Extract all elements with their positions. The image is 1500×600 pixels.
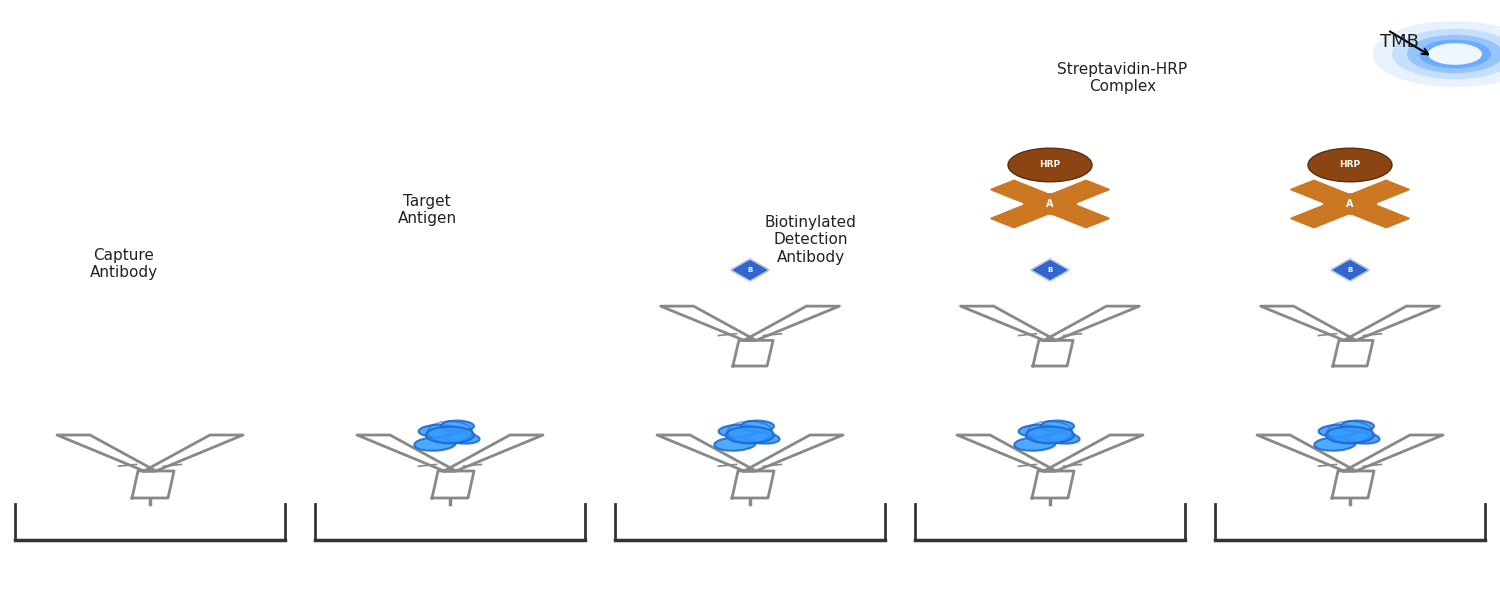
Polygon shape <box>1044 435 1143 471</box>
Circle shape <box>1023 193 1077 215</box>
Ellipse shape <box>718 425 758 437</box>
Polygon shape <box>1334 340 1372 366</box>
Circle shape <box>1323 193 1377 215</box>
Text: A: A <box>1347 199 1353 209</box>
Polygon shape <box>132 471 174 498</box>
Polygon shape <box>660 306 756 340</box>
Text: HRP: HRP <box>1040 160 1060 169</box>
Polygon shape <box>1338 199 1410 228</box>
Text: TMB: TMB <box>1380 33 1419 51</box>
Polygon shape <box>1038 180 1110 209</box>
Polygon shape <box>1030 259 1069 281</box>
Polygon shape <box>1034 340 1072 366</box>
Polygon shape <box>990 180 1062 209</box>
Polygon shape <box>1260 306 1356 340</box>
Polygon shape <box>1044 306 1140 340</box>
Ellipse shape <box>1044 433 1080 443</box>
Text: HRP: HRP <box>1340 160 1360 169</box>
Polygon shape <box>1038 199 1110 228</box>
Polygon shape <box>357 435 456 471</box>
Text: B: B <box>747 267 753 273</box>
Ellipse shape <box>414 437 456 451</box>
Polygon shape <box>444 435 543 471</box>
Ellipse shape <box>726 427 774 443</box>
Circle shape <box>1372 21 1500 87</box>
Circle shape <box>1407 35 1500 73</box>
Circle shape <box>1428 43 1482 65</box>
Ellipse shape <box>1014 437 1056 451</box>
Polygon shape <box>1338 180 1410 209</box>
Polygon shape <box>432 471 474 498</box>
Polygon shape <box>744 435 843 471</box>
Circle shape <box>1392 29 1500 79</box>
Polygon shape <box>1344 435 1443 471</box>
Ellipse shape <box>1341 421 1374 431</box>
Text: B: B <box>1347 267 1353 273</box>
Text: A: A <box>1047 199 1053 209</box>
Ellipse shape <box>419 425 458 437</box>
Circle shape <box>1308 148 1392 182</box>
Circle shape <box>1008 148 1092 182</box>
Polygon shape <box>1332 471 1374 498</box>
Polygon shape <box>1290 199 1362 228</box>
Polygon shape <box>744 306 840 340</box>
Ellipse shape <box>426 427 474 443</box>
Polygon shape <box>1330 259 1370 281</box>
Ellipse shape <box>1318 425 1358 437</box>
Ellipse shape <box>741 421 774 431</box>
Polygon shape <box>960 306 1056 340</box>
Ellipse shape <box>1026 427 1074 443</box>
Ellipse shape <box>714 437 756 451</box>
Text: Target
Antigen: Target Antigen <box>398 194 456 226</box>
Ellipse shape <box>1019 425 1058 437</box>
Polygon shape <box>1257 435 1356 471</box>
Ellipse shape <box>1326 427 1374 443</box>
Polygon shape <box>734 340 772 366</box>
Text: Streptavidin-HRP
Complex: Streptavidin-HRP Complex <box>1058 62 1188 94</box>
Ellipse shape <box>441 421 474 431</box>
Ellipse shape <box>744 433 780 443</box>
Ellipse shape <box>1314 437 1356 451</box>
Polygon shape <box>957 435 1056 471</box>
Text: Biotinylated
Detection
Antibody: Biotinylated Detection Antibody <box>765 215 856 265</box>
Polygon shape <box>1290 180 1362 209</box>
Polygon shape <box>57 435 156 471</box>
Polygon shape <box>1344 306 1440 340</box>
Polygon shape <box>657 435 756 471</box>
Polygon shape <box>990 199 1062 228</box>
Text: Capture
Antibody: Capture Antibody <box>90 248 158 280</box>
Ellipse shape <box>444 433 480 443</box>
Ellipse shape <box>1344 433 1380 443</box>
Polygon shape <box>732 471 774 498</box>
Text: B: B <box>1047 267 1053 273</box>
Polygon shape <box>144 435 243 471</box>
Polygon shape <box>730 259 770 281</box>
Circle shape <box>1419 40 1491 68</box>
Ellipse shape <box>1041 421 1074 431</box>
Polygon shape <box>1032 471 1074 498</box>
